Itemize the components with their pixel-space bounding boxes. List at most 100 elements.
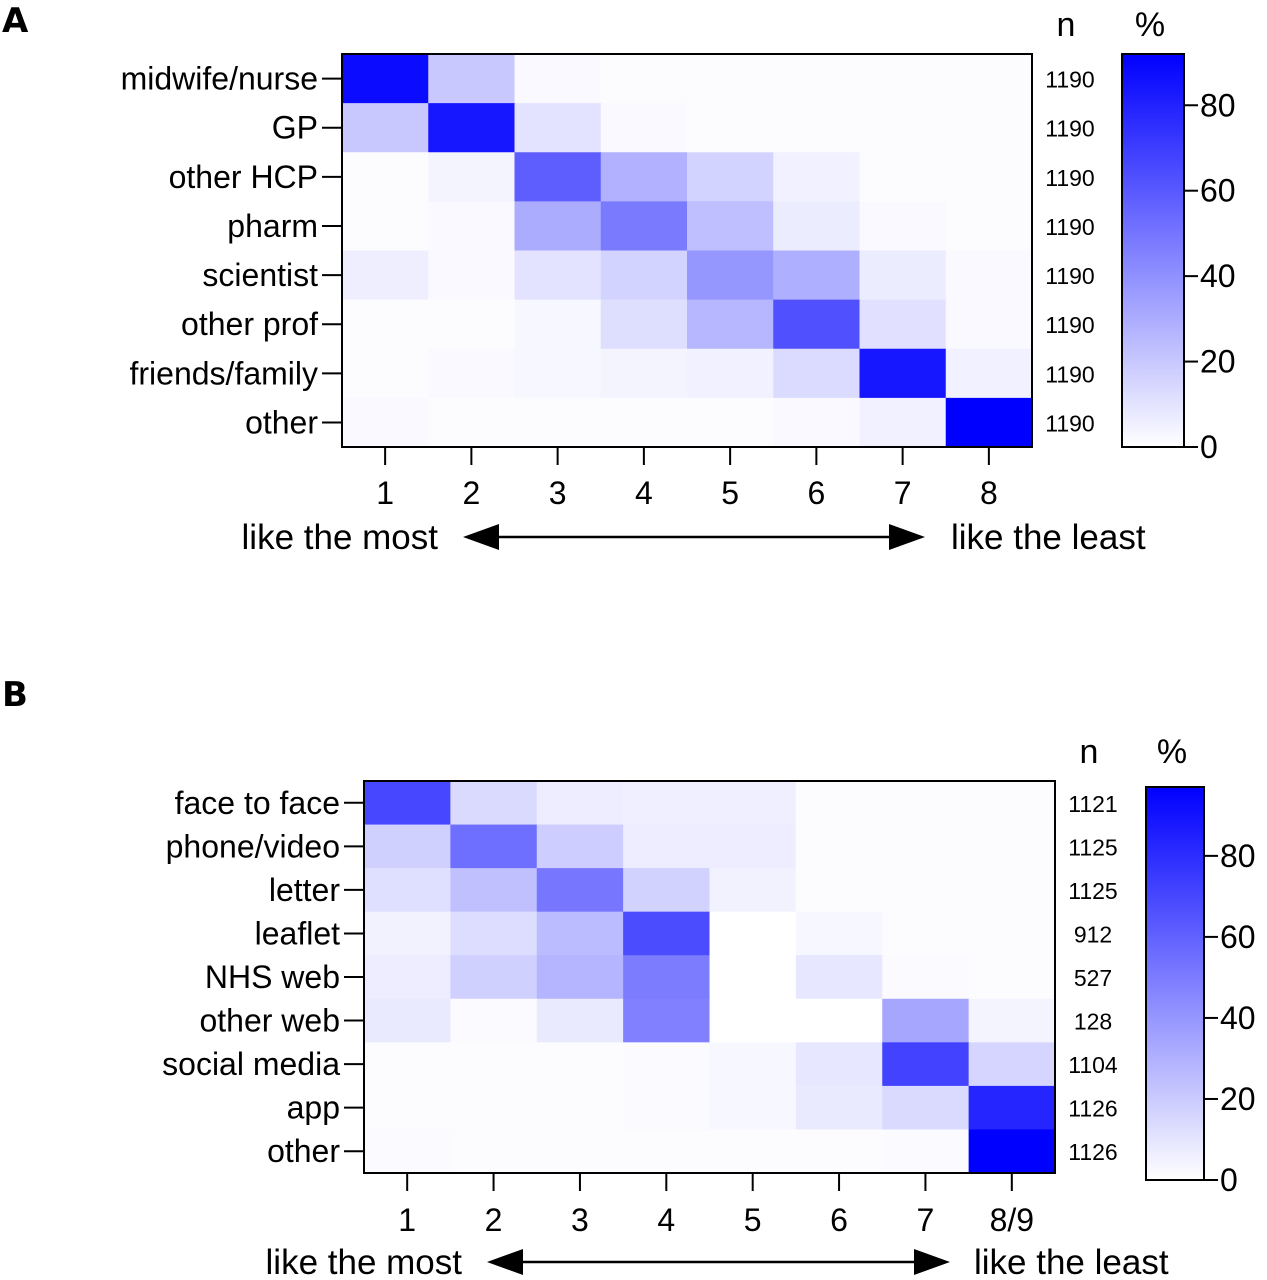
- row-label: leaflet: [255, 915, 341, 951]
- heatmap-cell: [773, 397, 861, 448]
- column-label: 7: [894, 475, 912, 511]
- heatmap-cell: [364, 1085, 451, 1131]
- heatmap-cell: [364, 911, 451, 956]
- row-label: GP: [272, 110, 318, 146]
- heatmap-cell: [795, 998, 883, 1043]
- column-label: 7: [917, 1202, 935, 1238]
- row-label: midwife/nurse: [121, 61, 318, 97]
- heatmap-cell: [514, 397, 602, 448]
- row-label: other prof: [181, 306, 318, 342]
- heatmap-cell: [795, 1042, 883, 1087]
- heatmap-cell: [709, 824, 797, 869]
- heatmap-cell: [709, 998, 797, 1043]
- column-label: 1: [376, 475, 394, 511]
- heatmap-cell: [687, 103, 774, 153]
- colorbar: [1145, 786, 1205, 1181]
- heatmap-cell: [536, 911, 624, 956]
- arrow-head-right: [914, 1249, 950, 1275]
- column-label: 1: [398, 1202, 416, 1238]
- heatmap-cell: [600, 152, 688, 202]
- heatmap-cell: [859, 348, 947, 399]
- row-label: social media: [162, 1046, 340, 1082]
- n-value: 1190: [1045, 116, 1094, 142]
- heatmap-cell: [773, 152, 861, 202]
- heatmap-cell: [687, 201, 774, 252]
- n-value: 1121: [1068, 791, 1117, 817]
- heatmap-cell: [882, 1042, 970, 1087]
- heatmap-cell: [600, 397, 688, 448]
- heatmap-cell: [364, 781, 451, 826]
- heatmap-cell: [859, 201, 947, 252]
- heatmap-cell: [450, 998, 538, 1043]
- heatmap-cell: [882, 911, 970, 956]
- n-value: 527: [1074, 965, 1112, 991]
- heatmap-cell: [536, 1085, 624, 1131]
- heatmap-cell: [428, 54, 516, 104]
- colorbar-tick-label: 80: [1200, 87, 1236, 123]
- panel-label: B: [2, 675, 28, 715]
- heatmap-cell: [795, 868, 883, 913]
- column-label: 4: [635, 475, 653, 511]
- heatmap-cell: [687, 250, 774, 301]
- heatmap-cell: [709, 1085, 797, 1131]
- heatmap-cell: [514, 250, 602, 301]
- heatmap-cell: [428, 152, 516, 202]
- colorbar-tick-label: 80: [1220, 838, 1256, 874]
- column-label: 3: [549, 475, 567, 511]
- heatmap-cell: [968, 824, 1056, 869]
- heatmap-cell: [773, 201, 861, 252]
- heatmap-cell: [687, 397, 774, 448]
- heatmap-cell: [600, 250, 688, 301]
- n-value: 1190: [1045, 410, 1094, 436]
- n-header: n: [1057, 6, 1076, 44]
- heatmap-cell: [364, 1042, 451, 1087]
- heatmap-cell: [536, 955, 624, 1000]
- heatmap-cell: [342, 54, 429, 104]
- column-label: 8: [980, 475, 998, 511]
- heatmap-cell: [795, 911, 883, 956]
- heatmap-cell: [623, 868, 711, 913]
- heatmap-cell: [882, 1085, 970, 1131]
- heatmap-cell: [773, 250, 861, 301]
- heatmap-cell: [968, 1042, 1056, 1087]
- heatmap-cell: [428, 250, 516, 301]
- heatmap-cell: [882, 868, 970, 913]
- heatmap-cell: [623, 911, 711, 956]
- heatmap-cell: [623, 824, 711, 869]
- heatmap-cell: [342, 152, 429, 202]
- heatmap-cell: [968, 1085, 1056, 1131]
- row-label: other web: [199, 1003, 340, 1039]
- heatmap-cell: [709, 955, 797, 1000]
- double-arrow: [463, 524, 925, 550]
- heatmap-cell: [623, 1129, 711, 1174]
- heatmap-cell: [600, 201, 688, 252]
- colorbar-tick-label: 40: [1200, 258, 1236, 294]
- row-label: face to face: [175, 785, 340, 821]
- column-label: 3: [571, 1202, 589, 1238]
- row-label: other: [245, 404, 318, 440]
- heatmap-cell: [364, 868, 451, 913]
- arrow-right-label: like the least: [974, 1243, 1169, 1280]
- heatmap-cell: [342, 103, 429, 153]
- arrow-left-label: like the most: [266, 1243, 463, 1280]
- heatmap-cell: [945, 397, 1033, 448]
- heatmap-cell: [514, 54, 602, 104]
- double-arrow: [487, 1249, 950, 1275]
- heatmap-cell: [623, 998, 711, 1043]
- heatmap-cell: [859, 152, 947, 202]
- heatmap-cell: [709, 781, 797, 826]
- heatmap-cell: [450, 955, 538, 1000]
- heatmap-cell: [514, 201, 602, 252]
- heatmap-cell: [428, 348, 516, 399]
- heatmap-cell: [364, 955, 451, 1000]
- row-label: app: [287, 1090, 340, 1126]
- column-label: 2: [485, 1202, 503, 1238]
- n-value: 1190: [1045, 214, 1094, 240]
- heatmap-cell: [600, 103, 688, 153]
- heatmap-cell: [514, 152, 602, 202]
- heatmap-cell: [450, 824, 538, 869]
- n-value: 1126: [1068, 1096, 1117, 1122]
